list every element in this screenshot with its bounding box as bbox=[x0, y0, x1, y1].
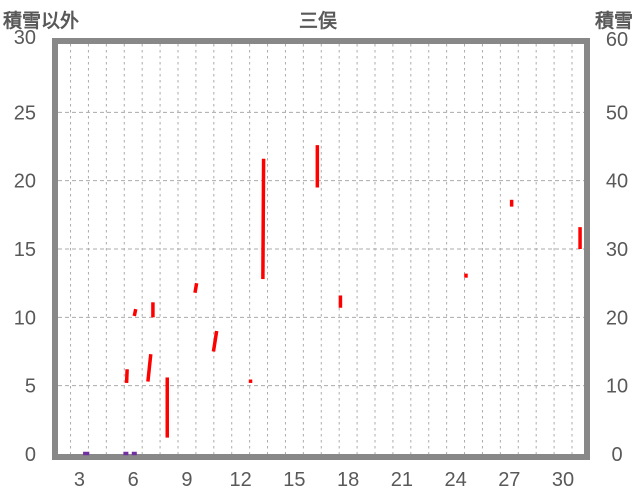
x-tick-label: 6 bbox=[128, 469, 139, 491]
plot-border bbox=[52, 38, 590, 460]
x-tick-label: 27 bbox=[498, 469, 520, 491]
x-tick-label: 3 bbox=[74, 469, 85, 491]
y-right-tick-label: 0 bbox=[611, 444, 622, 466]
chart-title: 三俣 bbox=[298, 11, 337, 32]
red-range-mark bbox=[193, 282, 199, 294]
x-tick-label: 18 bbox=[337, 469, 359, 491]
x-tick-label: 24 bbox=[444, 469, 466, 491]
x-tick-label: 30 bbox=[552, 469, 574, 491]
y-right-tick-label: 60 bbox=[606, 29, 628, 51]
x-tick-label: 12 bbox=[230, 469, 252, 491]
red-range-mark bbox=[261, 158, 266, 280]
y-right-tick-label: 30 bbox=[606, 239, 628, 261]
y-left-tick-label: 10 bbox=[14, 307, 36, 329]
x-tick-label: 9 bbox=[181, 469, 192, 491]
right-axis-title: 積雪 bbox=[594, 11, 633, 32]
y-right-tick-label: 20 bbox=[606, 307, 628, 329]
y-left-tick-label: 30 bbox=[14, 27, 36, 49]
y-left-tick-label: 25 bbox=[14, 102, 36, 124]
x-tick-label: 15 bbox=[283, 469, 305, 491]
x-tick-label: 21 bbox=[391, 469, 413, 491]
y-left-tick-label: 20 bbox=[14, 171, 36, 193]
red-range-mark bbox=[124, 369, 129, 384]
y-left-tick-label: 0 bbox=[25, 444, 36, 466]
red-range-mark bbox=[146, 354, 153, 382]
y-right-tick-label: 40 bbox=[606, 171, 628, 193]
red-range-mark bbox=[211, 330, 219, 352]
red-range-mark bbox=[132, 308, 138, 317]
y-left-tick-label: 5 bbox=[25, 376, 36, 398]
y-right-tick-label: 50 bbox=[606, 102, 628, 124]
y-left-tick-label: 15 bbox=[14, 239, 36, 261]
left-axis-title: 積雪以外 bbox=[3, 11, 80, 32]
y-right-tick-label: 10 bbox=[606, 376, 628, 398]
